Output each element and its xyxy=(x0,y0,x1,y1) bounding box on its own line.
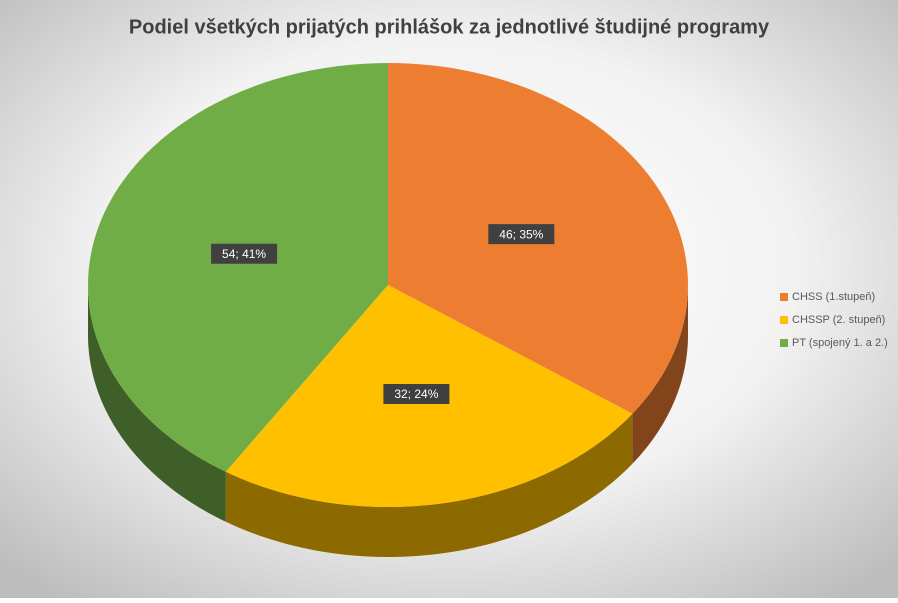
legend-swatch xyxy=(780,293,788,301)
pie xyxy=(88,63,688,557)
slice xyxy=(88,63,389,472)
legend-label: CHSS (1.stupeň) xyxy=(792,291,875,303)
data-label-box xyxy=(488,224,555,245)
chart-title: Podiel všetkých prijatých prihlášok za j… xyxy=(129,16,770,38)
slice-side xyxy=(225,413,633,557)
data-label: 46; 35% xyxy=(499,227,543,241)
legend-swatch xyxy=(780,316,788,324)
data-label: 32; 24% xyxy=(394,387,438,401)
data-label: 54; 41% xyxy=(222,247,266,261)
data-label-box xyxy=(383,383,450,404)
legend: CHSS (1.stupeň) CHSSP (2. stupeň) PT (spoj… xyxy=(780,291,888,349)
legend-swatch xyxy=(780,339,788,347)
slice-side xyxy=(632,285,688,464)
data-labels: 46; 35% 32; 24% 54; 41% xyxy=(211,224,555,404)
slice-side xyxy=(88,285,226,522)
legend-label: CHSSP (2. stupeň) xyxy=(792,314,885,326)
data-label-box xyxy=(211,243,278,264)
legend-label: PT (spojený 1. a 2.) xyxy=(792,337,888,349)
